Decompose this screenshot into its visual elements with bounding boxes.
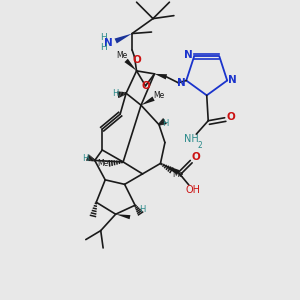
Polygon shape (141, 97, 155, 105)
Text: Me: Me (173, 170, 184, 179)
Polygon shape (124, 59, 136, 71)
Polygon shape (160, 164, 179, 175)
Text: O: O (226, 112, 235, 122)
Text: H: H (112, 89, 119, 98)
Text: O: O (132, 56, 141, 65)
Polygon shape (154, 74, 167, 80)
Polygon shape (116, 214, 130, 219)
Text: O: O (191, 152, 200, 162)
Text: N: N (184, 50, 193, 60)
Text: H: H (162, 118, 168, 127)
Text: OH: OH (186, 185, 201, 195)
Text: N: N (176, 79, 185, 88)
Text: Me: Me (153, 91, 165, 100)
Text: H: H (100, 33, 107, 42)
Text: H: H (139, 205, 146, 214)
Text: NH: NH (184, 134, 198, 144)
Polygon shape (115, 34, 132, 44)
Text: 2: 2 (197, 141, 202, 150)
Text: N: N (228, 76, 237, 85)
Text: H: H (100, 43, 107, 52)
Text: N: N (104, 38, 113, 47)
Text: H: H (82, 154, 88, 163)
Text: Me: Me (97, 159, 108, 168)
Text: O: O (141, 81, 150, 91)
Text: Me: Me (116, 51, 127, 60)
